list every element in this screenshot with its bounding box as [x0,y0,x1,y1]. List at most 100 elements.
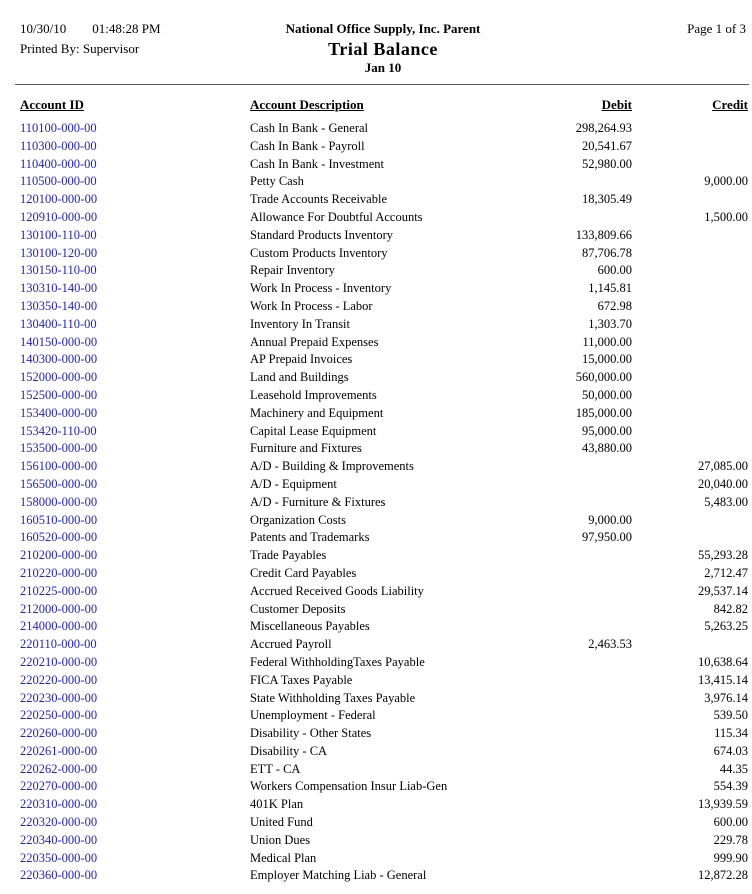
credit-amount [632,316,748,334]
debit-amount: 133,809.66 [575,227,632,242]
account-id-link[interactable]: 220360-000-00 [20,868,98,883]
table-row: 156100-000-00 A/D - Building & Improveme… [0,458,752,476]
credit-amount: 554.39 [713,779,748,794]
debit-amount: 600.00 [597,263,632,278]
account-id-link[interactable]: 220110-000-00 [20,637,97,652]
table-row: 152000-000-00 Land and Buildings 560,000… [0,369,752,387]
account-id-link[interactable]: 130150-110-00 [20,263,97,278]
account-id-link[interactable]: 156100-000-00 [20,459,98,474]
table-row: 220320-000-00 United Fund 600.00 [0,814,752,832]
account-description: Miscellaneous Payables [250,619,370,634]
report-title: Trial Balance [328,39,438,59]
account-id-link[interactable]: 110400-000-00 [20,156,97,171]
credit-amount: 3,976.14 [704,690,748,705]
table-row: 120100-000-00 Trade Accounts Receivable … [0,191,752,209]
company-name: National Office Supply, Inc. Parent [285,21,481,36]
debit-amount [480,618,632,636]
table-row: 110500-000-00 Petty Cash 9,000.00 [0,173,752,191]
account-id-link[interactable]: 220210-000-00 [20,654,98,669]
account-id-link[interactable]: 130400-110-00 [20,316,97,331]
account-id-link[interactable]: 140300-000-00 [20,352,98,367]
account-description: Inventory In Transit [250,316,350,331]
table-row: 220250-000-00 Unemployment - Federal 539… [0,707,752,725]
account-description: Furniture and Fixtures [250,441,362,456]
credit-amount: 29,537.14 [698,583,748,598]
account-id-link[interactable]: 210200-000-00 [20,548,98,563]
debit-amount: 11,000.00 [582,334,632,349]
account-id-link[interactable]: 220350-000-00 [20,850,98,865]
table-row: 153420-110-00 Capital Lease Equipment 95… [0,423,752,441]
table-row: 220210-000-00 Federal WithholdingTaxes P… [0,654,752,672]
account-id-link[interactable]: 130310-140-00 [20,281,98,296]
account-id-link[interactable]: 110100-000-00 [20,121,97,135]
account-id-link[interactable]: 130100-120-00 [20,245,98,260]
account-id-link[interactable]: 210225-000-00 [20,583,98,598]
account-description: Trade Accounts Receivable [250,192,387,207]
debit-amount [480,850,632,868]
account-id-link[interactable]: 120100-000-00 [20,192,98,207]
account-id-link[interactable]: 220260-000-00 [20,726,98,741]
account-id-link[interactable]: 120910-000-00 [20,209,98,224]
account-id-link[interactable]: 220320-000-00 [20,815,98,830]
account-id-link[interactable]: 110500-000-00 [20,174,97,189]
account-id-link[interactable]: 130100-110-00 [20,227,97,242]
table-row: 130150-110-00 Repair Inventory 600.00 [0,262,752,280]
account-id-link[interactable]: 153400-000-00 [20,405,98,420]
account-id-link[interactable]: 152500-000-00 [20,387,98,402]
account-id-link[interactable]: 158000-000-00 [20,494,98,509]
account-id-link[interactable]: 220340-000-00 [20,832,98,847]
account-id-link[interactable]: 156500-000-00 [20,476,98,491]
credit-amount [632,138,748,156]
credit-amount: 600.00 [713,815,748,830]
account-description: Cash In Bank - General [250,121,369,135]
table-row: 130100-110-00 Standard Products Inventor… [0,227,752,245]
account-id-link[interactable]: 220270-000-00 [20,779,98,794]
account-id-link[interactable]: 160520-000-00 [20,530,98,545]
table-body: 110100-000-00 Cash In Bank - General 298… [0,120,752,885]
debit-amount: 298,264.93 [575,121,632,135]
debit-amount: 18,305.49 [582,192,632,207]
debit-amount: 50,000.00 [582,387,632,402]
table-row: 220262-000-00 ETT - CA 44.35 [0,761,752,779]
account-description: Annual Prepaid Expenses [250,334,379,349]
account-id-link[interactable]: 210220-000-00 [20,565,98,580]
account-id-link[interactable]: 220310-000-00 [20,797,98,812]
debit-amount: 52,980.00 [582,156,632,171]
account-id-link[interactable]: 220230-000-00 [20,690,98,705]
account-id-link[interactable]: 212000-000-00 [20,601,98,616]
table-row: 220340-000-00 Union Dues 229.78 [0,832,752,850]
account-id-link[interactable]: 152000-000-00 [20,370,98,385]
account-description: Workers Compensation Insur Liab-Gen [250,779,448,794]
account-id-link[interactable]: 220220-000-00 [20,672,98,687]
credit-amount [632,262,748,280]
account-description: United Fund [250,815,313,830]
account-id-link[interactable]: 110300-000-00 [20,138,97,153]
debit-amount [480,690,632,708]
credit-amount: 12,872.28 [698,868,748,883]
account-id-link[interactable]: 214000-000-00 [20,619,98,634]
table-row: 158000-000-00 A/D - Furniture & Fixtures… [0,494,752,512]
debit-amount [480,583,632,601]
account-id-link[interactable]: 160510-000-00 [20,512,98,527]
account-description: Capital Lease Equipment [250,423,377,438]
table-row: 210220-000-00 Credit Card Payables 2,712… [0,565,752,583]
debit-amount [480,761,632,779]
table-row: 140300-000-00 AP Prepaid Invoices 15,000… [0,351,752,369]
account-id-link[interactable]: 220262-000-00 [20,761,98,776]
account-description: Patents and Trademarks [250,530,370,545]
credit-amount: 229.78 [713,832,748,847]
account-id-link[interactable]: 220261-000-00 [20,743,98,758]
account-id-link[interactable]: 140150-000-00 [20,334,98,349]
report-period: Jan 10 [364,60,402,75]
account-description: AP Prepaid Invoices [250,352,353,367]
account-id-link[interactable]: 220250-000-00 [20,708,98,723]
credit-amount [632,529,748,547]
table-row: 153500-000-00 Furniture and Fixtures 43,… [0,440,752,458]
account-description: Allowance For Doubtful Accounts [250,209,423,224]
account-id-link[interactable]: 130350-140-00 [20,298,98,313]
debit-amount [480,476,632,494]
account-id-link[interactable]: 153500-000-00 [20,441,98,456]
debit-amount: 560,000.00 [575,370,632,385]
account-id-link[interactable]: 153420-110-00 [20,423,97,438]
credit-amount [632,120,748,138]
